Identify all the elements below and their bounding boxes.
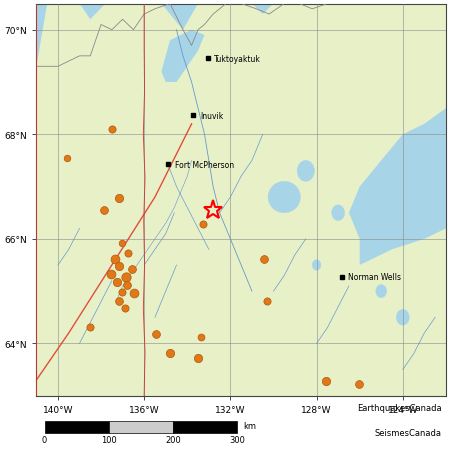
Point <box>194 354 201 362</box>
Text: Norman Wells: Norman Wells <box>348 273 401 281</box>
Point <box>131 289 138 297</box>
Point <box>114 278 121 286</box>
Polygon shape <box>349 109 446 265</box>
Text: Inuvik: Inuvik <box>200 112 223 121</box>
Point <box>197 334 204 341</box>
Point <box>129 265 136 273</box>
Point <box>86 324 94 331</box>
Point <box>199 221 207 228</box>
Point <box>260 256 268 263</box>
Point <box>124 282 131 289</box>
Text: EarthquakesCanada: EarthquakesCanada <box>357 403 442 412</box>
Point <box>108 126 116 133</box>
Ellipse shape <box>297 161 314 182</box>
Point <box>101 207 108 214</box>
Text: 100: 100 <box>101 435 116 445</box>
Point <box>118 289 125 296</box>
Point <box>118 240 125 247</box>
Polygon shape <box>162 30 204 83</box>
Text: 200: 200 <box>165 435 181 445</box>
Point <box>116 263 123 270</box>
Text: 0: 0 <box>42 435 47 445</box>
Ellipse shape <box>365 233 376 246</box>
Point <box>121 304 129 312</box>
Point <box>111 256 119 263</box>
Bar <box>173 420 237 433</box>
Text: 300: 300 <box>229 435 245 445</box>
Bar <box>109 420 173 433</box>
Point <box>166 349 173 357</box>
Point <box>116 195 123 202</box>
Text: km: km <box>243 420 256 430</box>
Point <box>122 273 130 281</box>
Bar <box>45 420 109 433</box>
Text: Tuktoyaktuk: Tuktoyaktuk <box>214 55 261 64</box>
Text: SeismesCanada: SeismesCanada <box>375 428 442 437</box>
Point <box>323 378 330 385</box>
Point <box>115 297 122 304</box>
Point <box>63 155 70 162</box>
Ellipse shape <box>396 310 409 325</box>
Point <box>107 271 114 278</box>
Ellipse shape <box>376 285 387 298</box>
Point <box>124 250 131 258</box>
Polygon shape <box>36 5 446 67</box>
Ellipse shape <box>332 205 344 221</box>
Point <box>355 381 362 388</box>
Ellipse shape <box>312 260 321 271</box>
Ellipse shape <box>268 182 300 213</box>
Text: Fort McPherson: Fort McPherson <box>175 160 234 169</box>
Point <box>264 297 271 304</box>
Point <box>152 331 160 338</box>
